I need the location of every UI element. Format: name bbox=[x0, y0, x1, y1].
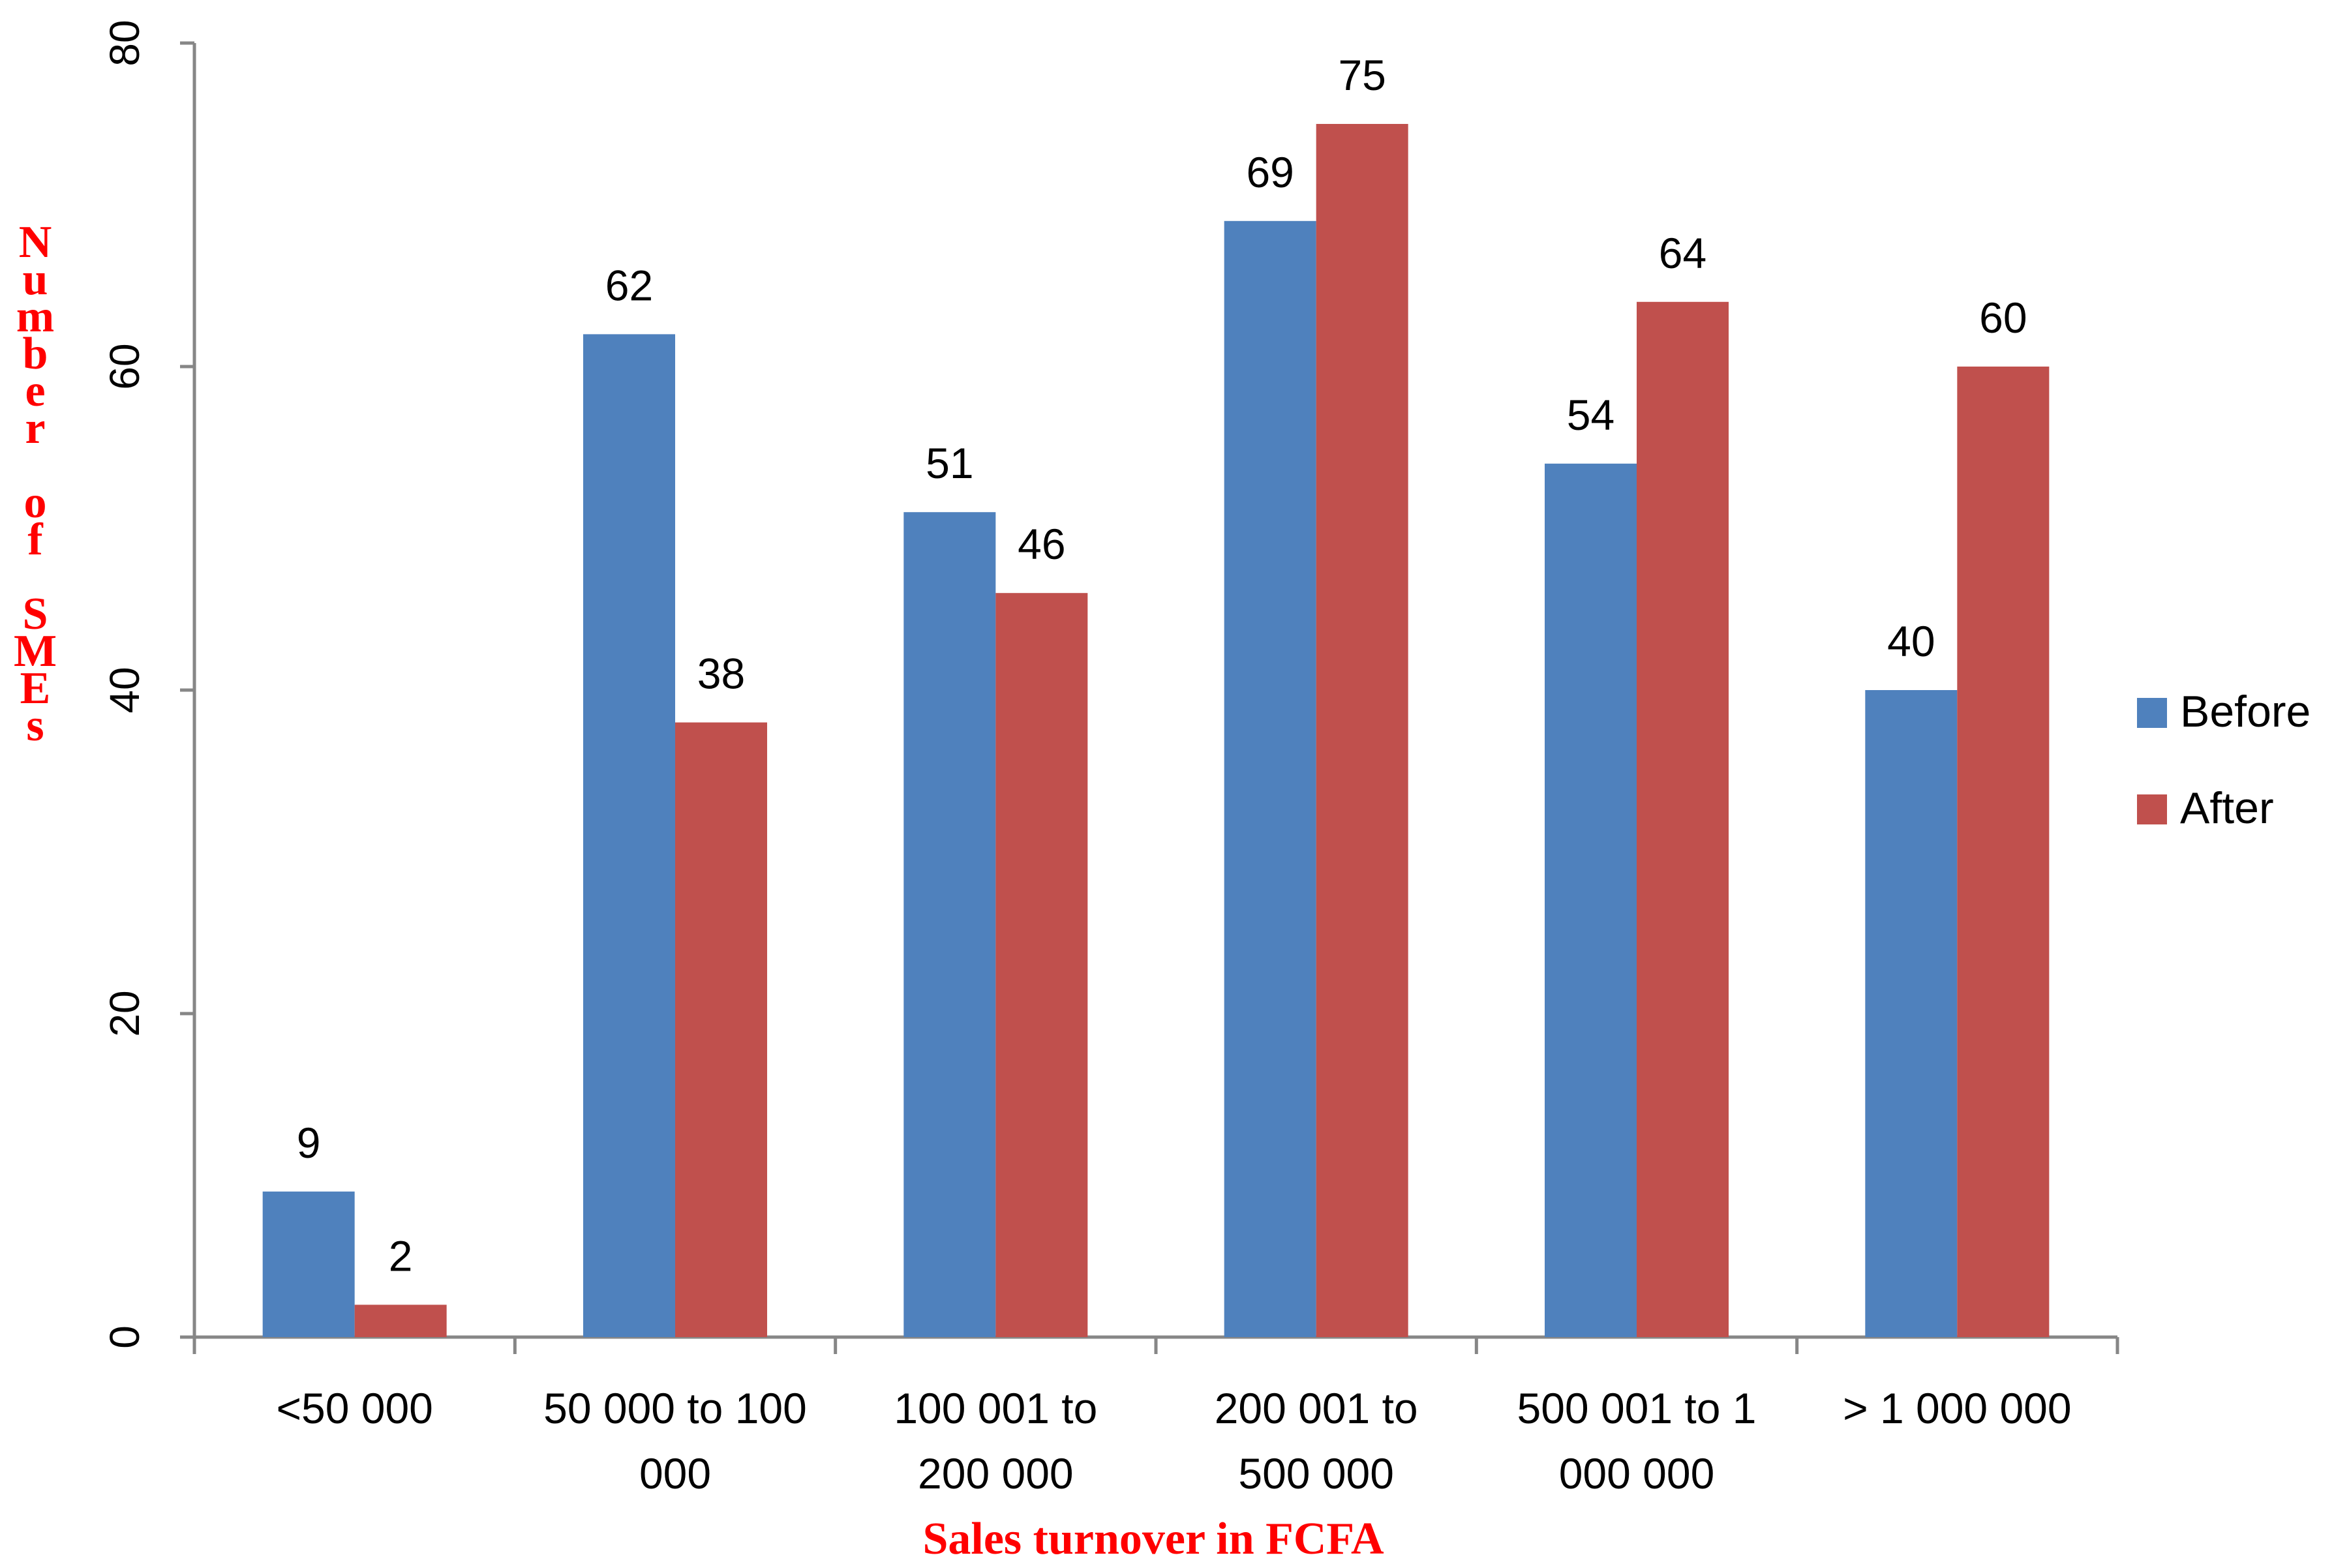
bar-before bbox=[583, 334, 675, 1337]
data-label-before: 9 bbox=[297, 1119, 321, 1167]
y-tick-label: 60 bbox=[101, 343, 148, 389]
y-tick-label: 0 bbox=[101, 1325, 148, 1349]
x-axis-title: Sales turnover in FCFA bbox=[922, 1514, 1384, 1564]
x-tick-label: > 1 000 000 bbox=[1843, 1384, 2072, 1432]
x-tick-label: 200 001 to bbox=[1215, 1384, 1418, 1432]
legend: Before After bbox=[2137, 687, 2311, 833]
bar-after bbox=[1316, 124, 1408, 1337]
data-labels: 9 62 51 69 54 40 2 38 46 75 64 60 bbox=[297, 51, 2027, 1280]
y-tick-label: 20 bbox=[101, 990, 148, 1036]
data-label-after: 75 bbox=[1338, 51, 1386, 99]
data-label-before: 40 bbox=[1887, 617, 1935, 665]
x-tick-label: 200 000 bbox=[918, 1449, 1074, 1498]
x-tick-label: <50 000 bbox=[276, 1384, 432, 1432]
data-label-after: 2 bbox=[389, 1231, 413, 1280]
y-tick-label: 80 bbox=[101, 20, 148, 66]
data-label-before: 69 bbox=[1246, 148, 1294, 196]
bars bbox=[262, 124, 2050, 1338]
data-label-after: 64 bbox=[1659, 229, 1706, 277]
data-label-after: 38 bbox=[697, 650, 745, 698]
data-label-before: 51 bbox=[926, 439, 973, 487]
legend-label-before: Before bbox=[2180, 687, 2311, 736]
x-tick-label: 000 000 bbox=[1559, 1449, 1715, 1498]
bar-after bbox=[675, 722, 767, 1337]
legend-label-after: After bbox=[2180, 783, 2274, 833]
x-tick-label: 100 001 to bbox=[894, 1384, 1097, 1432]
y-tick-label: 40 bbox=[101, 667, 148, 713]
data-label-after: 46 bbox=[1018, 520, 1065, 568]
x-tick-label: 500 000 bbox=[1238, 1449, 1394, 1498]
x-tick-label: 500 001 to 1 bbox=[1517, 1384, 1757, 1432]
bar-before bbox=[1865, 690, 1958, 1337]
bar-after bbox=[995, 593, 1088, 1338]
legend-swatch-before bbox=[2137, 698, 2167, 728]
bar-after bbox=[354, 1304, 447, 1337]
bar-after bbox=[1637, 301, 1729, 1337]
x-tick-label: 50 000 to 100 bbox=[543, 1384, 807, 1432]
data-label-after: 60 bbox=[1979, 294, 2027, 342]
bar-before bbox=[903, 512, 996, 1338]
axes: 0 20 40 60 80 <50 000 50 000 to 100 000 100 001 … bbox=[101, 20, 2119, 1498]
data-label-before: 54 bbox=[1567, 391, 1614, 439]
bar-before bbox=[1224, 220, 1316, 1337]
data-label-before: 62 bbox=[605, 261, 653, 309]
bar-before bbox=[262, 1191, 355, 1337]
x-tick-label: 000 bbox=[639, 1449, 711, 1498]
legend-swatch-after bbox=[2137, 794, 2167, 824]
bar-after bbox=[1957, 367, 2050, 1337]
bar-before bbox=[1545, 463, 1637, 1337]
